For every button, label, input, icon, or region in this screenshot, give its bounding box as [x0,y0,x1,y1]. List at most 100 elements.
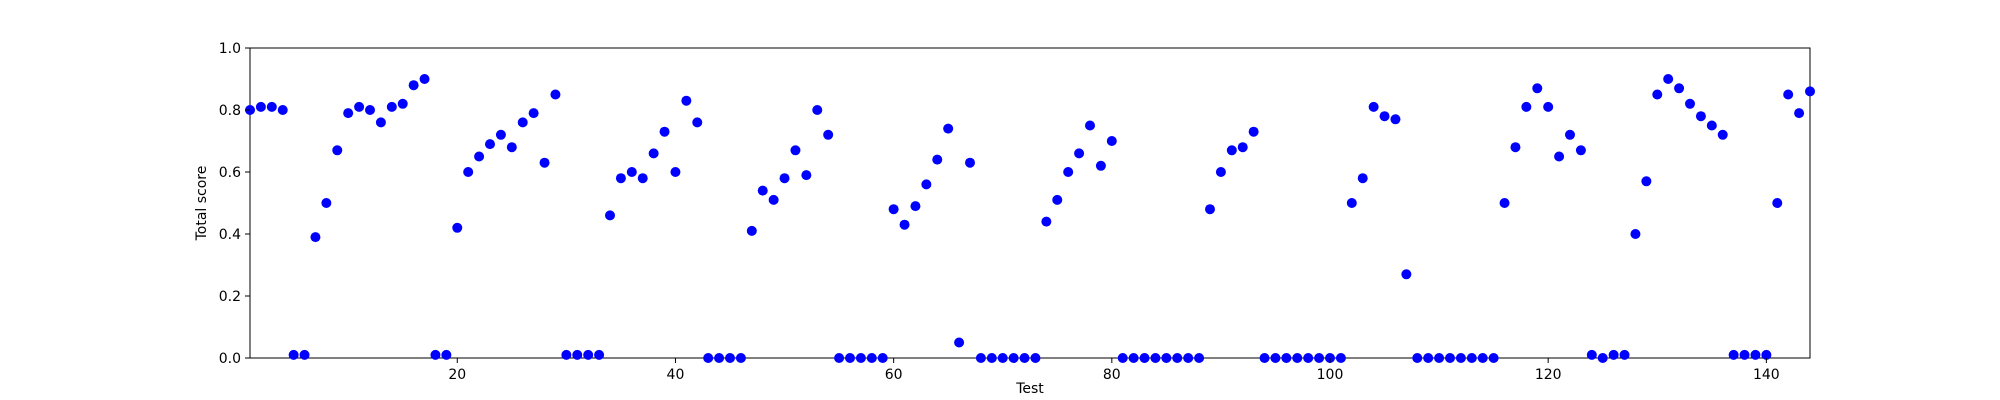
x-tick-label: 100 [1317,367,1344,383]
data-point [1401,269,1412,280]
data-point [572,349,583,360]
data-point [1554,151,1565,162]
data-point [1292,353,1303,363]
data-point [1805,86,1815,97]
y-tick-label: 0.4 [219,227,241,243]
data-point [365,105,375,115]
data-point [1652,89,1663,100]
data-point [659,126,670,137]
data-point [1248,126,1259,137]
data-point [1237,142,1248,153]
data-point [583,349,594,360]
data-point [1543,101,1554,112]
data-point [1608,349,1619,360]
data-point [321,198,332,208]
data-point [1019,353,1030,363]
data-point [1095,160,1106,171]
data-point [1575,145,1586,156]
data-point [332,145,343,156]
data-point [1412,353,1423,363]
data-point [954,337,965,348]
data-point [1008,353,1019,363]
data-point [921,179,932,190]
data-point [1477,353,1488,363]
data-point [1586,349,1597,360]
x-tick-label: 20 [448,367,466,383]
data-point [1695,111,1706,122]
x-tick-label: 80 [1103,367,1121,383]
data-point [1466,353,1477,363]
data-point [1499,198,1510,208]
data-point [506,142,517,153]
data-points [245,74,1815,363]
data-point [626,167,637,177]
data-point [1215,167,1226,177]
data-point [1368,101,1379,112]
x-tick-label: 60 [885,367,903,383]
data-point [834,353,845,363]
data-point [1346,198,1357,208]
y-tick-label: 0.2 [219,289,241,305]
y-tick-label: 0.8 [219,103,241,119]
data-point [943,123,954,134]
data-point [703,353,714,363]
data-point [1117,353,1128,363]
data-point [1455,353,1466,363]
data-point [408,80,419,91]
data-point [1728,349,1739,360]
data-point [932,154,943,165]
data-point [965,157,975,168]
data-point [866,353,877,363]
data-point [594,349,605,360]
data-point [1685,98,1695,109]
x-axis-label: Test [1015,381,1044,397]
data-point [1772,198,1783,208]
data-point [1128,353,1139,363]
data-point [343,108,354,119]
data-point [910,201,921,212]
data-point [288,349,299,360]
plot-area-frame [249,47,1811,359]
data-point [605,210,615,221]
data-point [812,105,823,115]
data-point [310,232,321,243]
data-point [375,117,386,128]
data-point [266,101,277,112]
y-axis-label: Total score [194,166,210,242]
data-point [845,353,855,363]
data-point [615,173,626,184]
data-point [474,151,485,162]
data-point [1706,120,1717,131]
data-point [1565,129,1575,140]
data-point [419,74,430,84]
data-point [1379,111,1390,122]
data-point [539,157,550,168]
data-point [790,145,801,156]
data-point [670,167,681,177]
data-point [681,95,692,106]
data-point [1183,353,1194,363]
data-point [1063,167,1074,177]
data-point [517,117,528,128]
data-point [1641,176,1652,187]
data-point [735,353,746,363]
data-point [1794,108,1805,119]
data-point [1041,216,1052,227]
data-point [1085,120,1095,131]
data-point [1434,353,1445,363]
data-point [463,167,474,177]
data-point [1205,204,1215,215]
data-point [1303,353,1314,363]
data-point [746,225,757,236]
data-point [1161,353,1172,363]
data-point [485,139,495,150]
data-point [899,219,910,230]
data-point [1390,114,1401,125]
data-point [823,129,834,140]
data-point [637,173,648,184]
data-point [255,101,266,112]
data-point [855,353,866,363]
data-point [1423,353,1434,363]
